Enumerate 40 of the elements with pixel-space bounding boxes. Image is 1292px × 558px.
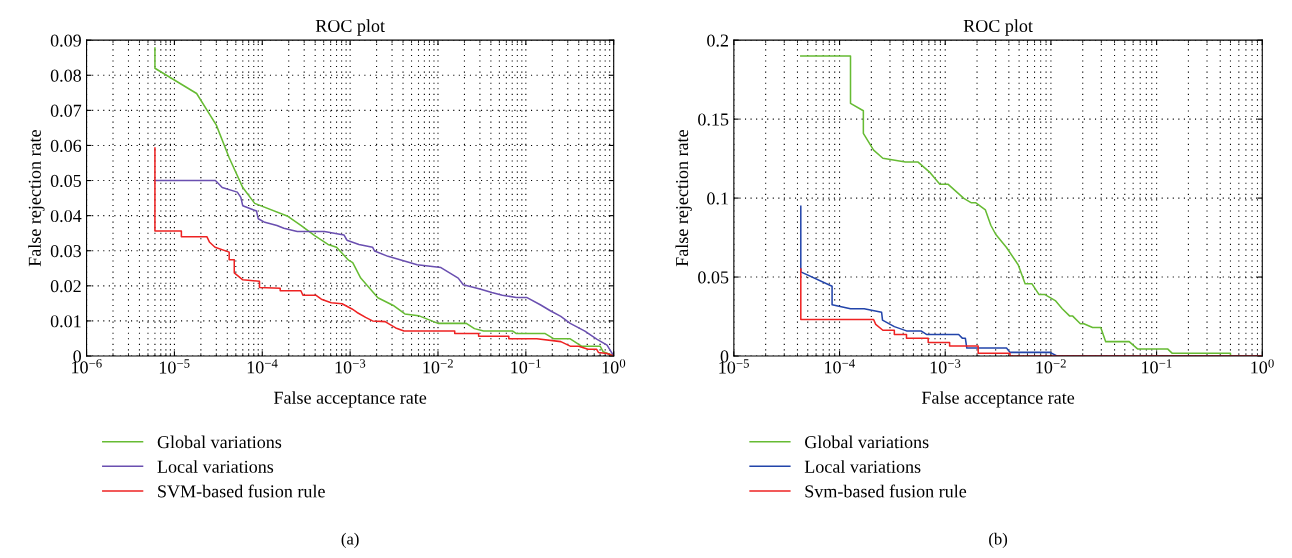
x-tick-label: 10$^{−2}$	[1036, 359, 1066, 374]
x-tick-label: 10$^{−4}$	[825, 359, 855, 374]
x-tick-label: 10$^{−4}$	[247, 359, 278, 374]
legend-label: SVM-based fusion rule	[158, 484, 325, 498]
legend-label: Local variations	[157, 460, 274, 473]
x-tick-label: 10$^{0}$	[602, 359, 626, 374]
y-tick-label: 0	[720, 350, 729, 363]
y-tick-label: 0.06	[50, 139, 82, 152]
chart-title: ROC plot	[315, 19, 385, 36]
x-tick-label: 10$^{0}$	[1251, 359, 1274, 374]
y-tick-label: 0.05	[50, 174, 81, 188]
text: (a)	[341, 532, 359, 548]
y-tick-label: 0.15	[698, 113, 729, 126]
y-tick-label: 0.09	[50, 34, 81, 47]
legend-label: Global variations	[805, 435, 929, 449]
x-axis-title: False acceptance rate	[921, 391, 1075, 408]
y-tick-label: 0.2	[707, 34, 728, 47]
x-tick-label: 10$^{−3}$	[335, 359, 366, 374]
x-tick-label: 10$^{−1}$	[511, 359, 541, 374]
x-tick-label: 10$^{−5}$	[159, 359, 190, 374]
y-tick-label: 0	[73, 350, 82, 363]
chart-title: ROC plot	[963, 19, 1033, 36]
y-tick-label: 0.07	[50, 104, 82, 117]
y-axis-title: False rejection rate	[28, 130, 45, 267]
y-tick-label: 0.01	[50, 315, 81, 328]
x-tick-label: 10$^{−2}$	[423, 359, 453, 374]
y-axis-title: False rejection rate	[675, 130, 692, 267]
x-axis-title: False acceptance rate	[273, 391, 427, 408]
y-tick-label: 0.05	[698, 271, 729, 284]
legend-label: Local variations	[804, 460, 921, 473]
y-tick-label: 0.02	[50, 280, 81, 293]
x-tick-label: 10$^{−3}$	[930, 359, 961, 374]
y-tick-label: 0.04	[50, 209, 82, 223]
y-tick-label: 0.03	[50, 244, 81, 258]
y-tick-label: 0.1	[707, 192, 728, 205]
legend-label: Global variations	[157, 435, 282, 449]
legend-label: Svm-based fusion rule	[805, 484, 967, 498]
x-tick-label: 10$^{−1}$	[1142, 359, 1172, 374]
y-tick-label: 0.08	[50, 69, 82, 82]
text: (b)	[989, 532, 1008, 548]
